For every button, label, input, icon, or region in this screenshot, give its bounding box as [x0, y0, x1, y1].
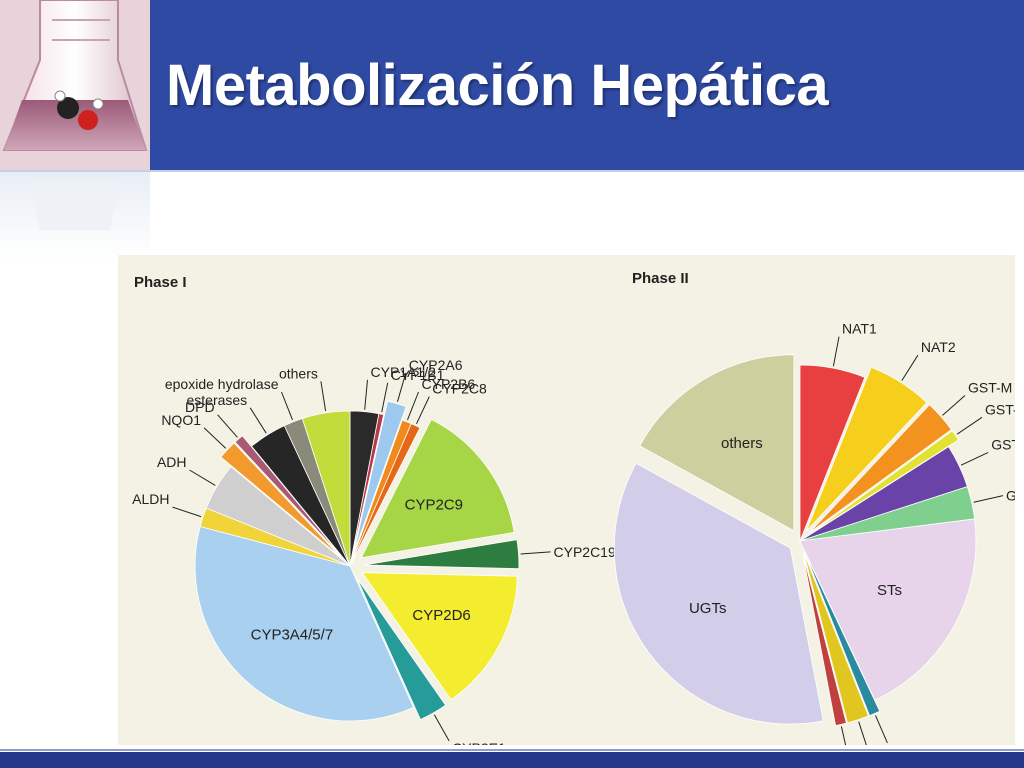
- phase2-slice-comt: [803, 552, 870, 724]
- phase2-label-gst-t: GST-T: [985, 401, 1015, 417]
- phase2-leader-gst-a: [973, 495, 1004, 503]
- phase1-leader-epoxide-hydrolase: [281, 391, 293, 421]
- phase1-slice-dpd: [234, 435, 342, 556]
- phase2-label-others: others: [721, 435, 763, 452]
- phase2-label-gst-p: GST-P: [991, 436, 1015, 452]
- phase1-slice-cyp2c8: [349, 423, 421, 567]
- phase2-slice-gst-m: [808, 404, 952, 534]
- phase1-slice-cyp2a6: [353, 400, 407, 553]
- phase2-label-nat2: NAT2: [921, 339, 956, 355]
- phase1-label-dpd: DPD: [185, 399, 215, 415]
- phase1-label-cyp2d6: CYP2D6: [412, 607, 470, 624]
- phase2-label-gst-m: GST-M: [968, 380, 1012, 396]
- phase1-label-cyp2c9: CYP2C9: [405, 497, 463, 514]
- phase1-slice-adh: [205, 466, 351, 567]
- phase1-slice-cyp3a4-5-7: [194, 525, 415, 722]
- phase2-leader-nat1: [832, 336, 840, 367]
- phase1-slice-others: [301, 410, 351, 567]
- phase1-slice-cyp1b1: [349, 413, 385, 567]
- phase2-slice-hmt: [804, 551, 881, 717]
- phase1-leader-cyp2c8: [416, 396, 430, 425]
- phase1-leader-cyp2c19: [520, 551, 551, 555]
- phase1-title: Phase I: [134, 274, 187, 291]
- phase1-label-epoxide-hydrolase: epoxide hydrolase: [165, 376, 279, 392]
- footer-divider: [0, 749, 1024, 751]
- phase2-slice-gst-t: [809, 430, 960, 535]
- phase1-label-nqo1: NQO1: [161, 412, 201, 428]
- header-band: [150, 0, 1024, 170]
- phase1-slice-cyp2d6: [361, 572, 518, 701]
- phase1-label-cyp2b6: CYP2B6: [422, 376, 476, 392]
- phase-pie-charts: Phase ICYP1A1/2CYP1B1CYP2A6CYP2B6CYP2C8C…: [132, 270, 1015, 745]
- phase1-leader-cyp1b1: [381, 382, 389, 413]
- phase2-leader-gst-t: [956, 416, 983, 435]
- phase2-leader-nat2: [901, 354, 919, 381]
- phase1-slice-cyp2e1: [356, 577, 447, 721]
- phase2-label-hmt: HMT: [890, 742, 921, 745]
- phase-figure: Phase I CYP1A1/2 CYP1B1 CYP2A6 CYP2B6 CYP2C8 C…: [118, 255, 1015, 745]
- phase1-pie: Phase ICYP1A1/2CYP1B1CYP2A6CYP2B6CYP2C8C…: [132, 274, 616, 745]
- phase1-leader-others: [320, 381, 327, 411]
- phase1-label-esterases: esterases: [186, 392, 247, 408]
- phase1-slice-nqo1: [220, 442, 341, 557]
- chemistry-flask-icon: [0, 0, 150, 260]
- phase1-label-cyp2c8: CYP2C8: [432, 381, 487, 397]
- phase2-label-gst-a: GST-A: [1006, 488, 1015, 504]
- phase1-label-others: others: [279, 365, 318, 381]
- phase2-label-sts: STs: [877, 582, 902, 599]
- phase2-leader-gst-m: [942, 395, 966, 416]
- phase2-leader-gst-p: [960, 451, 989, 466]
- phase1-leader-cyp1a1-2: [364, 379, 368, 410]
- phase2-label-ugts: UGTs: [689, 600, 727, 617]
- phase1-leader-cyp2b6: [407, 391, 419, 421]
- phase1-label-cyp2c19: CYP2C19: [554, 544, 616, 560]
- phase2-slice-others: [639, 354, 795, 532]
- phase1-label-cyp2e1: CYP2E1: [452, 740, 506, 745]
- phase1-label-cyp3a4-5-7: CYP3A4/5/7: [251, 627, 334, 644]
- phase1-slice-cyp2c19: [363, 539, 520, 570]
- phase1-label-cyp2a6: CYP2A6: [409, 357, 463, 373]
- phase2-leader-hmt: [875, 715, 888, 744]
- phase1-leader-dpd: [217, 414, 238, 438]
- phase2-pie: Phase II NAT1 NAT2 GST-M GST-T GST-P GST-A STs H…: [613, 270, 1015, 745]
- phase1-leader-cyp2e1: [433, 714, 450, 742]
- phase2-slice-ugts: [613, 462, 824, 725]
- phase1-label-aldh: ALDH: [132, 491, 169, 507]
- phase2-title: Phase II: [632, 270, 689, 287]
- phase1-leader-aldh: [172, 506, 202, 518]
- slide-title: Metabolización Hepática: [166, 53, 829, 118]
- phase1-leader-esterases: [249, 407, 267, 434]
- phase2-slice-tpmt: [802, 552, 847, 727]
- phase1-leader-cyp2a6: [397, 372, 407, 402]
- phase2-leader-tpmt: [840, 726, 847, 745]
- phase2-slice-sts: [799, 518, 977, 701]
- slide-header: Metabolización Hepática: [0, 0, 1024, 260]
- phase1-label-cyp1a1-2: CYP1A1/2: [371, 364, 437, 380]
- footer-bar: [0, 752, 1024, 768]
- phase1-leader-adh: [189, 469, 216, 486]
- phase2-leader-comt: [858, 721, 867, 745]
- phase2-slice-nat1: [799, 364, 866, 542]
- phase1-label-adh: ADH: [157, 454, 187, 470]
- header-divider: [0, 170, 1024, 172]
- phase2-slice-nat2: [806, 366, 928, 532]
- phase1-slice-cyp2c9: [360, 418, 515, 559]
- phase1-leader-nqo1: [203, 427, 227, 449]
- phase2-label-nat1: NAT1: [842, 321, 877, 337]
